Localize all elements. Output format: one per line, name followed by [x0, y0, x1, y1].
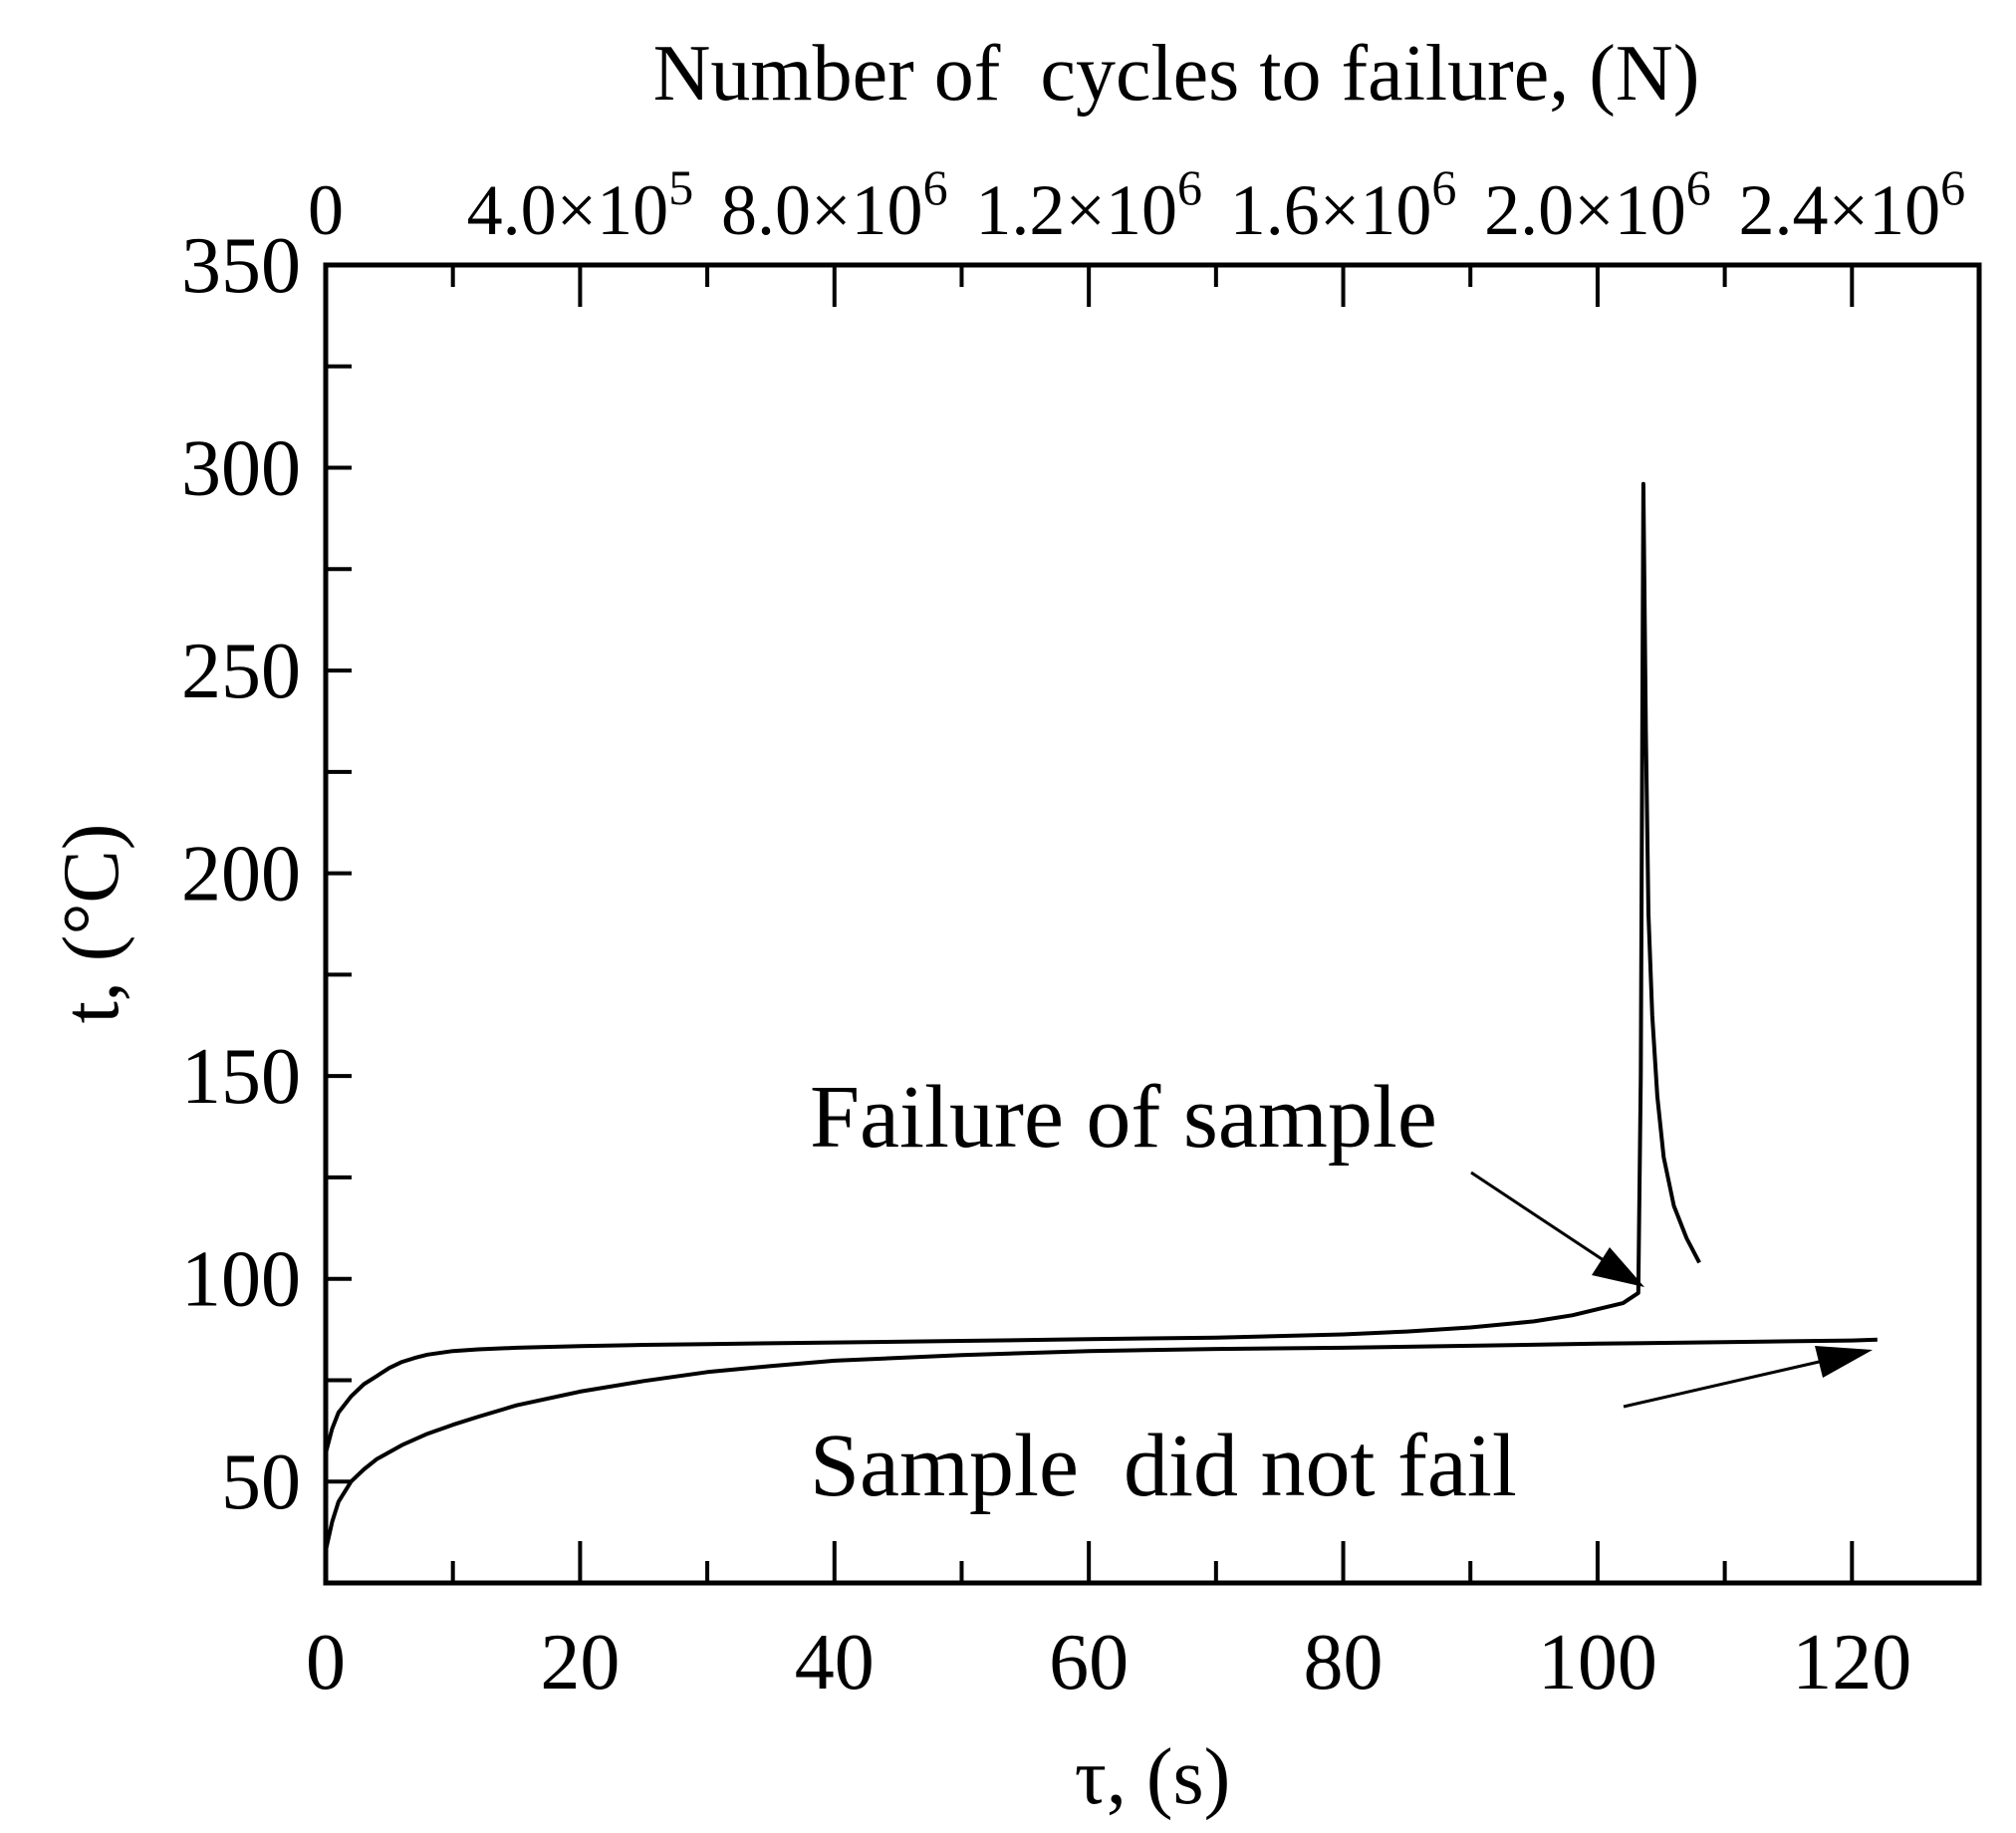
- top-axis-title: Number of cycles to failure, (N): [653, 30, 1700, 118]
- annotation-not-fail-arrow-line: [1623, 1358, 1829, 1409]
- x-axis-label: τ, (s): [1075, 1733, 1231, 1821]
- annotation-failure-arrowhead: [1592, 1247, 1644, 1287]
- top-tick-label: 4.0×105: [467, 159, 694, 250]
- series-line-2: [324, 1337, 1878, 1551]
- plot-frame: [323, 262, 1982, 1586]
- x-tick-label: 100: [1538, 1619, 1657, 1706]
- top-tick-label: 0: [308, 170, 344, 250]
- top-axis-label: Number of cycles to failure, (N): [653, 30, 1700, 118]
- top-tick-label: 2.4×106: [1739, 159, 1966, 250]
- top-tick-label: 2.0×106: [1484, 159, 1711, 250]
- y-tick-label: 50: [221, 1439, 301, 1526]
- annotation-not-fail-arrowhead: [1815, 1346, 1873, 1378]
- series-group: [324, 481, 1878, 1551]
- x-tick-label: 40: [795, 1619, 875, 1706]
- annotations: Failure of sample Sample did not fail: [810, 1068, 1873, 1515]
- annotation-not-fail: Sample did not fail: [810, 1417, 1517, 1515]
- top-tick-label: 1.2×106: [975, 159, 1202, 250]
- top-tick-label: 1.6×106: [1230, 159, 1457, 250]
- y-tick-label: 350: [181, 222, 301, 310]
- y-axis-ticks: 50 100 150 200 250 300 350: [181, 222, 352, 1526]
- x-tick-label: 80: [1304, 1619, 1384, 1706]
- annotation-failure: Failure of sample: [810, 1068, 1437, 1167]
- y-tick-label: 150: [181, 1033, 301, 1121]
- y-axis-label: t, (°C): [48, 824, 135, 1024]
- x-tick-label: 120: [1792, 1619, 1911, 1706]
- x-tick-label: 0: [306, 1619, 346, 1706]
- x-tick-label: 60: [1049, 1619, 1129, 1706]
- y-tick-label: 200: [181, 831, 301, 918]
- y-tick-label: 300: [181, 425, 301, 513]
- y-tick-label: 250: [181, 628, 301, 715]
- y-tick-label: 100: [181, 1236, 301, 1324]
- series-line-1: [324, 481, 1701, 1454]
- x-axis-ticks: 0 20 40 60 80 100 120: [306, 265, 1911, 1706]
- x-tick-label: 20: [540, 1619, 620, 1706]
- top-axis-ticks: 0 4.0×105 8.0×106 1.2×106 1.6×106 2.0×106 2.4×…: [308, 159, 1965, 250]
- top-tick-label: 8.0×106: [721, 159, 948, 250]
